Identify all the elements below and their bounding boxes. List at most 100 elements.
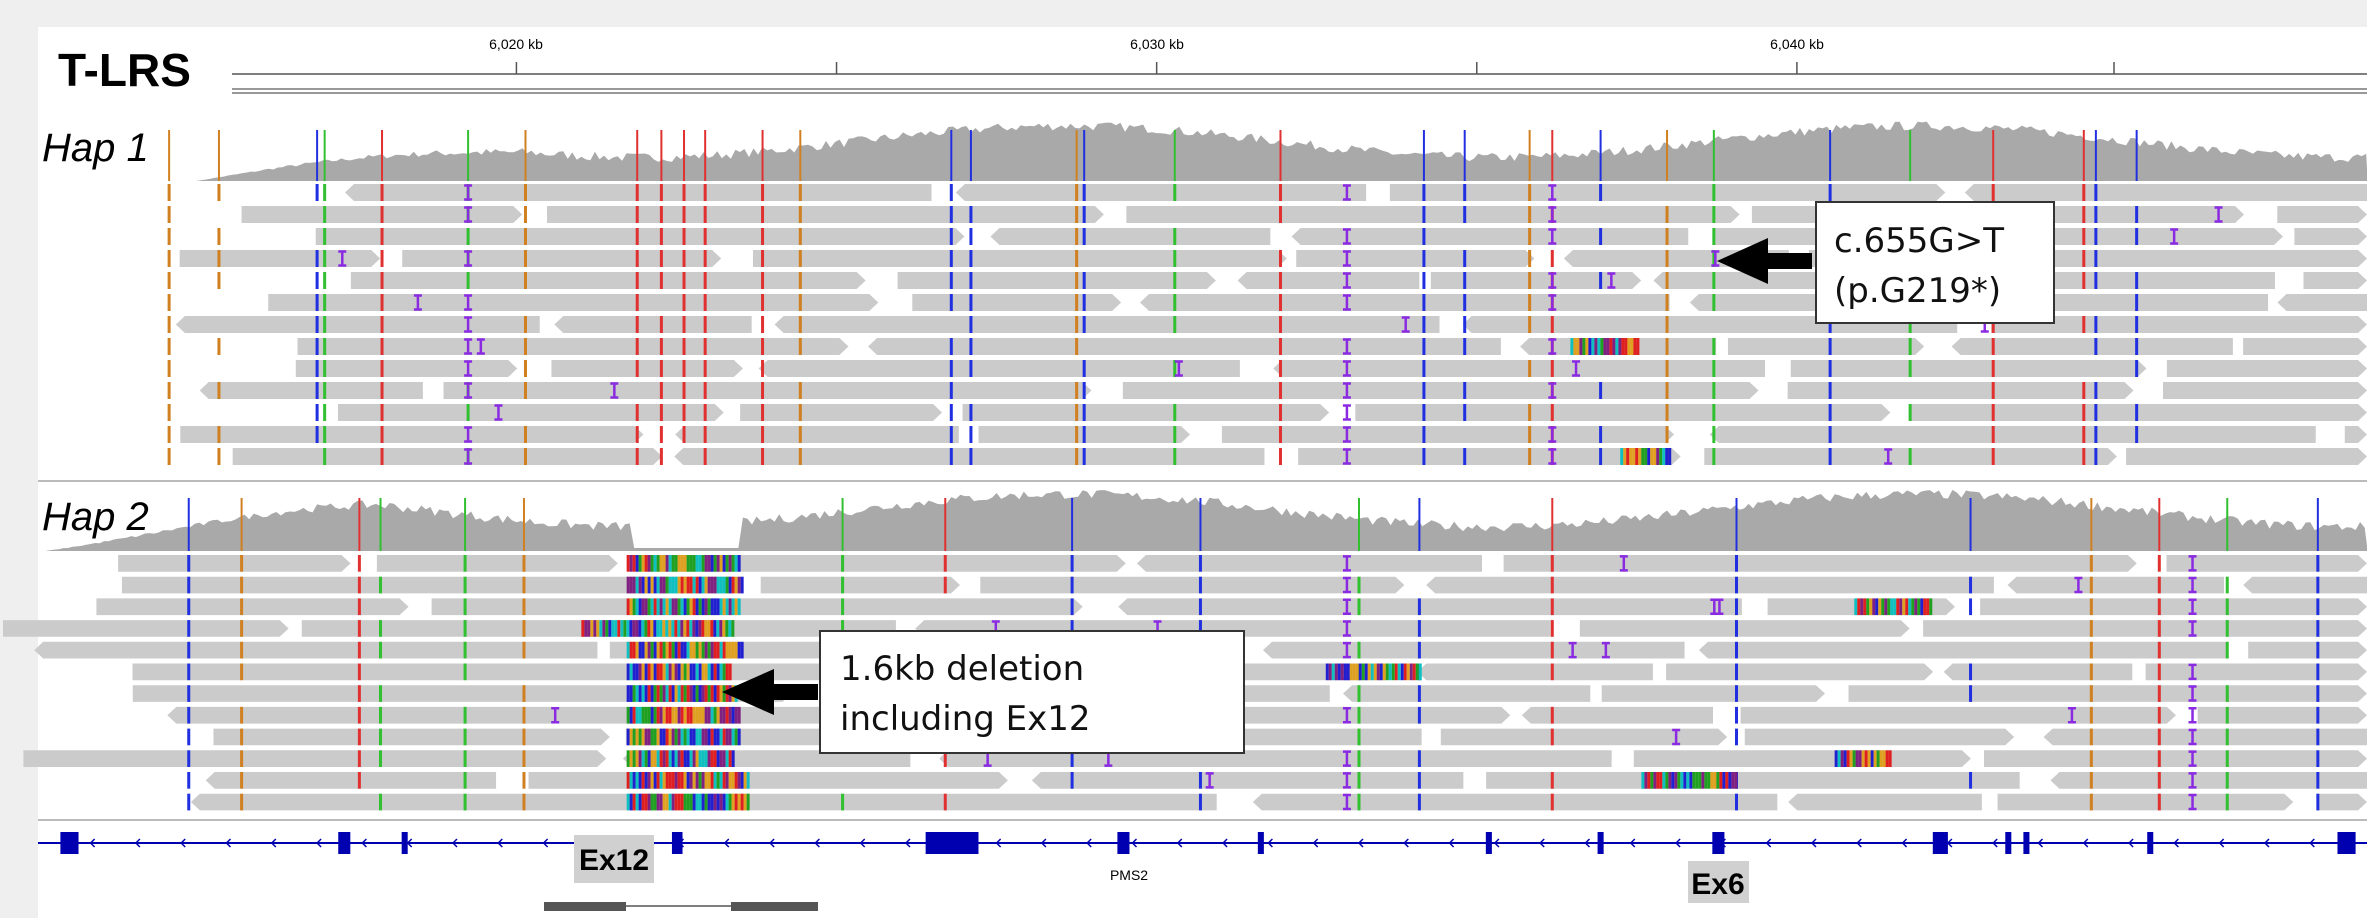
mismatch (1083, 272, 1086, 289)
mismatch (841, 577, 844, 594)
clip-stripe (666, 685, 669, 702)
mismatch (323, 272, 326, 289)
clip-stripe (738, 794, 741, 811)
mismatch (323, 382, 326, 399)
mismatch (2094, 228, 2097, 245)
clip-stripe (735, 772, 738, 789)
clip-stripe (1573, 338, 1576, 355)
clip-stripe (645, 577, 648, 594)
clip-stripe (720, 729, 723, 746)
mismatch (761, 360, 764, 377)
clip-stripe (657, 685, 660, 702)
read (1426, 577, 1994, 594)
mismatch (1358, 685, 1361, 702)
clip-stripe (717, 685, 720, 702)
clip-stripe (668, 620, 671, 637)
clip-stripe (738, 577, 741, 594)
clip-stripe (663, 685, 666, 702)
clip-stripe (702, 772, 705, 789)
mismatch (1075, 316, 1078, 333)
clip-stripe (723, 707, 726, 724)
mismatch (1358, 707, 1361, 724)
clip-stripe (660, 794, 663, 811)
mismatch (1279, 426, 1282, 443)
mismatch (1829, 426, 1832, 443)
clip-stripe (1734, 772, 1737, 789)
clip-stripe (708, 750, 711, 767)
mismatch (2135, 272, 2138, 289)
clip-stripe (1377, 664, 1380, 681)
mismatch (1075, 338, 1078, 355)
clip-stripe (714, 642, 717, 659)
clip-stripe (1606, 338, 1609, 355)
mismatch (1418, 750, 1421, 767)
clip-stripe (1647, 772, 1650, 789)
mismatch (969, 206, 972, 223)
clip-stripe (701, 620, 704, 637)
mismatch (168, 426, 171, 443)
clip-stripe (714, 794, 717, 811)
clip-stripe (1597, 338, 1600, 355)
mismatch (660, 184, 663, 201)
clip-stripe (639, 664, 642, 681)
clip-stripe (741, 772, 744, 789)
clip-stripe (716, 620, 719, 637)
clip-stripe (720, 750, 723, 767)
mismatch (2158, 620, 2161, 637)
mismatch (969, 360, 972, 377)
mismatch (316, 184, 319, 201)
clip-stripe (696, 707, 699, 724)
mismatch (2082, 382, 2085, 399)
mismatch (704, 426, 707, 443)
mismatch (799, 316, 802, 333)
mismatch (704, 228, 707, 245)
clip-stripe (1683, 772, 1686, 789)
clip-stripe (1665, 772, 1668, 789)
clip-stripe (1656, 772, 1659, 789)
mismatch (358, 577, 361, 594)
clip-stripe (1695, 772, 1698, 789)
mismatch (2082, 426, 2085, 443)
clip-stripe (639, 750, 642, 767)
clip-stripe (738, 642, 741, 659)
page: 6,020 kb 6,030 kb 6,040 kb T-LRS Hap 1 H… (0, 0, 2367, 918)
clip-stripe (663, 642, 666, 659)
read (2243, 577, 2367, 594)
mismatch (323, 338, 326, 355)
clip-stripe (1341, 664, 1344, 681)
mismatch (1551, 316, 1554, 333)
mismatch (187, 555, 190, 572)
clip-stripe (678, 729, 681, 746)
clip-stripe (669, 729, 672, 746)
clip-stripe (681, 729, 684, 746)
mismatch (1735, 685, 1738, 702)
clip-stripe (636, 707, 639, 724)
mismatch (1279, 338, 1282, 355)
clip-stripe (720, 642, 723, 659)
mismatch (1829, 404, 1832, 421)
read (759, 360, 1240, 377)
clip-stripe (1677, 772, 1680, 789)
mismatch (636, 316, 639, 333)
clip-stripe (729, 794, 732, 811)
read (1998, 794, 2294, 811)
clip-stripe (681, 707, 684, 724)
read (1296, 250, 1534, 267)
mismatch (187, 794, 190, 811)
mismatch (323, 250, 326, 267)
read (1126, 206, 1739, 223)
clip-stripe (1728, 772, 1731, 789)
clip-stripe (1392, 664, 1395, 681)
clip-stripe (645, 555, 648, 572)
read (2277, 294, 2367, 311)
read (753, 250, 1287, 267)
mismatch (761, 294, 764, 311)
clip-stripe (645, 685, 648, 702)
clip-stripe (695, 620, 698, 637)
mismatch (2316, 555, 2319, 572)
mismatch (683, 338, 686, 355)
clip-stripe (720, 555, 723, 572)
clip-stripe (675, 707, 678, 724)
clip-stripe (648, 772, 651, 789)
mismatch (467, 404, 470, 421)
